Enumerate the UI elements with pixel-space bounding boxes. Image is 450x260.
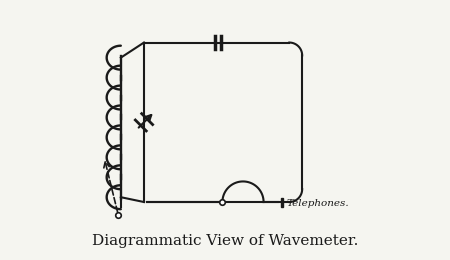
Text: Diagrammatic View of Wavemeter.: Diagrammatic View of Wavemeter. bbox=[92, 234, 358, 248]
Bar bbox=[280, 198, 283, 206]
Text: Telephones.: Telephones. bbox=[287, 199, 349, 208]
